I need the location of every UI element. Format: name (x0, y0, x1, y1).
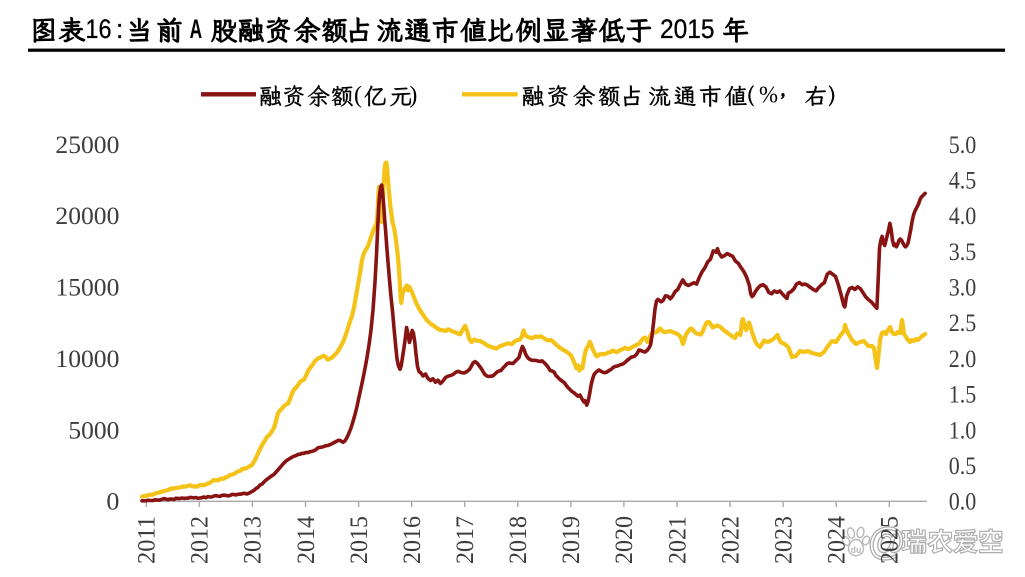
svg-text:2017: 2017 (452, 516, 479, 564)
svg-text:3.5: 3.5 (949, 239, 977, 266)
svg-text:4.5: 4.5 (949, 168, 977, 195)
svg-text:2018: 2018 (505, 516, 532, 564)
svg-text:2024: 2024 (824, 516, 851, 564)
svg-text:(: ( (354, 83, 362, 109)
svg-text:15000: 15000 (55, 275, 119, 302)
svg-text:2014: 2014 (293, 516, 320, 564)
svg-text:2.0: 2.0 (949, 346, 977, 373)
svg-text:2013: 2013 (240, 516, 267, 564)
svg-text:%: % (759, 83, 778, 109)
svg-text:2011: 2011 (134, 516, 161, 564)
svg-text:2015: 2015 (346, 516, 373, 564)
svg-text::: : (116, 14, 123, 44)
svg-text:2012: 2012 (187, 516, 214, 564)
svg-text:A: A (190, 14, 203, 44)
svg-text:2023: 2023 (770, 516, 797, 564)
svg-text:@: @ (868, 521, 905, 563)
svg-text:1.0: 1.0 (949, 417, 977, 444)
svg-text:2022: 2022 (717, 516, 744, 564)
svg-text:0.5: 0.5 (949, 453, 977, 480)
svg-text:2.5: 2.5 (949, 310, 977, 337)
svg-text:20000: 20000 (55, 203, 119, 230)
svg-text:0: 0 (106, 489, 119, 516)
svg-text:3.0: 3.0 (949, 275, 977, 302)
svg-text:2019: 2019 (558, 516, 585, 564)
svg-text:2015: 2015 (660, 14, 715, 44)
svg-text:5.0: 5.0 (949, 132, 977, 159)
svg-text:16: 16 (86, 14, 112, 44)
svg-text:0.0: 0.0 (949, 489, 977, 516)
svg-text:2016: 2016 (399, 516, 426, 564)
svg-text:25000: 25000 (55, 132, 119, 159)
svg-text:5000: 5000 (68, 417, 119, 444)
svg-text:10000: 10000 (55, 346, 119, 373)
svg-text:4.0: 4.0 (949, 203, 977, 230)
svg-text:1.5: 1.5 (949, 382, 977, 409)
svg-text:du: du (851, 545, 862, 555)
svg-text:2021: 2021 (664, 516, 691, 564)
svg-text:2025: 2025 (877, 516, 904, 564)
svg-text:2020: 2020 (611, 516, 638, 564)
svg-text:): ) (409, 83, 417, 109)
